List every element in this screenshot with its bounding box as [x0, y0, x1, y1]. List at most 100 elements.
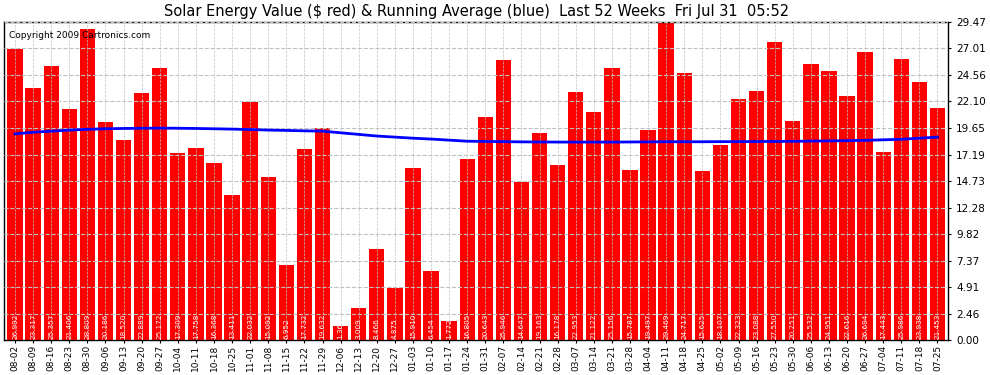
Bar: [459, 159, 475, 340]
Bar: [532, 133, 547, 340]
Bar: [912, 81, 927, 340]
Text: 22.323: 22.323: [736, 314, 742, 339]
Bar: [748, 91, 764, 340]
Text: 20.186: 20.186: [102, 314, 109, 339]
Text: 4.875: 4.875: [392, 318, 398, 339]
Bar: [857, 52, 873, 340]
Text: 29.469: 29.469: [663, 314, 669, 339]
Bar: [369, 249, 384, 340]
Bar: [731, 99, 746, 340]
Bar: [297, 148, 312, 340]
Bar: [206, 164, 222, 340]
Text: 14.647: 14.647: [519, 314, 525, 339]
Bar: [170, 153, 185, 340]
Bar: [550, 165, 565, 340]
Text: 28.809: 28.809: [84, 314, 90, 339]
Text: 19.632: 19.632: [320, 314, 326, 339]
Text: 23.317: 23.317: [30, 314, 36, 339]
Text: 22.032: 22.032: [248, 314, 253, 339]
Text: 16.368: 16.368: [211, 314, 217, 339]
Text: 17.443: 17.443: [880, 314, 886, 339]
Bar: [875, 152, 891, 340]
Text: 26.694: 26.694: [862, 314, 868, 339]
Bar: [351, 308, 366, 340]
Bar: [315, 128, 331, 340]
Bar: [623, 170, 638, 340]
Bar: [695, 171, 710, 340]
Bar: [424, 271, 439, 340]
Bar: [152, 68, 167, 340]
Text: 8.466: 8.466: [374, 318, 380, 339]
Text: 19.497: 19.497: [645, 314, 651, 339]
Text: 25.357: 25.357: [49, 314, 54, 339]
Text: 23.938: 23.938: [917, 314, 923, 339]
Text: 25.986: 25.986: [898, 314, 904, 339]
Text: 25.946: 25.946: [500, 314, 506, 339]
Bar: [278, 265, 294, 340]
Text: 27.550: 27.550: [771, 314, 778, 339]
Bar: [134, 93, 149, 340]
Bar: [568, 92, 583, 340]
Bar: [767, 42, 782, 340]
Bar: [98, 122, 113, 340]
Bar: [514, 182, 529, 340]
Text: 15.910: 15.910: [410, 314, 416, 339]
Text: 20.643: 20.643: [482, 314, 488, 339]
Text: 19.163: 19.163: [537, 314, 543, 339]
Text: 16.178: 16.178: [554, 314, 560, 339]
Bar: [477, 117, 493, 340]
Text: Copyright 2009 Cartronics.com: Copyright 2009 Cartronics.com: [9, 31, 150, 40]
Text: 15.092: 15.092: [265, 314, 271, 339]
Bar: [840, 96, 854, 340]
Bar: [496, 60, 511, 340]
Bar: [243, 102, 257, 340]
Text: 18.520: 18.520: [121, 314, 127, 339]
Bar: [260, 177, 276, 340]
Bar: [641, 130, 655, 340]
Bar: [604, 68, 620, 340]
Title: Solar Energy Value ($ red) & Running Average (blue)  Last 52 Weeks  Fri Jul 31  : Solar Energy Value ($ red) & Running Ave…: [163, 4, 789, 19]
Bar: [658, 22, 674, 340]
Text: 13.411: 13.411: [229, 314, 235, 339]
Text: 25.532: 25.532: [808, 314, 814, 339]
Text: 16.805: 16.805: [464, 314, 470, 339]
Text: 21.453: 21.453: [935, 314, 940, 339]
Text: 17.758: 17.758: [193, 314, 199, 339]
Text: 15.625: 15.625: [699, 314, 705, 339]
Bar: [7, 48, 23, 340]
Text: 25.156: 25.156: [609, 314, 615, 339]
Text: 22.616: 22.616: [844, 314, 850, 339]
Text: 24.717: 24.717: [681, 314, 687, 339]
Text: 20.251: 20.251: [790, 314, 796, 339]
Text: 26.992: 26.992: [12, 314, 18, 339]
Bar: [116, 140, 132, 340]
Text: 25.172: 25.172: [156, 314, 162, 339]
Text: 15.787: 15.787: [627, 314, 633, 339]
Bar: [225, 195, 240, 340]
Bar: [442, 321, 456, 340]
Bar: [785, 122, 801, 340]
Text: 22.889: 22.889: [139, 314, 145, 339]
Text: 1.772: 1.772: [446, 318, 452, 339]
Bar: [79, 29, 95, 340]
Text: 23.088: 23.088: [753, 314, 759, 339]
Text: 6.454: 6.454: [428, 318, 434, 339]
Bar: [405, 168, 421, 340]
Bar: [930, 108, 945, 340]
Bar: [803, 64, 819, 340]
Text: 18.107: 18.107: [718, 314, 724, 339]
Bar: [713, 145, 728, 340]
Text: 1.369: 1.369: [338, 318, 344, 339]
Bar: [894, 59, 909, 340]
Bar: [387, 288, 403, 340]
Bar: [822, 70, 837, 340]
Text: 21.406: 21.406: [66, 314, 72, 339]
Bar: [586, 112, 602, 340]
Bar: [61, 109, 77, 340]
Text: 24.951: 24.951: [826, 314, 832, 339]
Text: 17.732: 17.732: [301, 314, 308, 339]
Text: 22.953: 22.953: [573, 314, 579, 339]
Text: 3.009: 3.009: [355, 318, 361, 339]
Text: 17.309: 17.309: [175, 314, 181, 339]
Bar: [26, 88, 41, 340]
